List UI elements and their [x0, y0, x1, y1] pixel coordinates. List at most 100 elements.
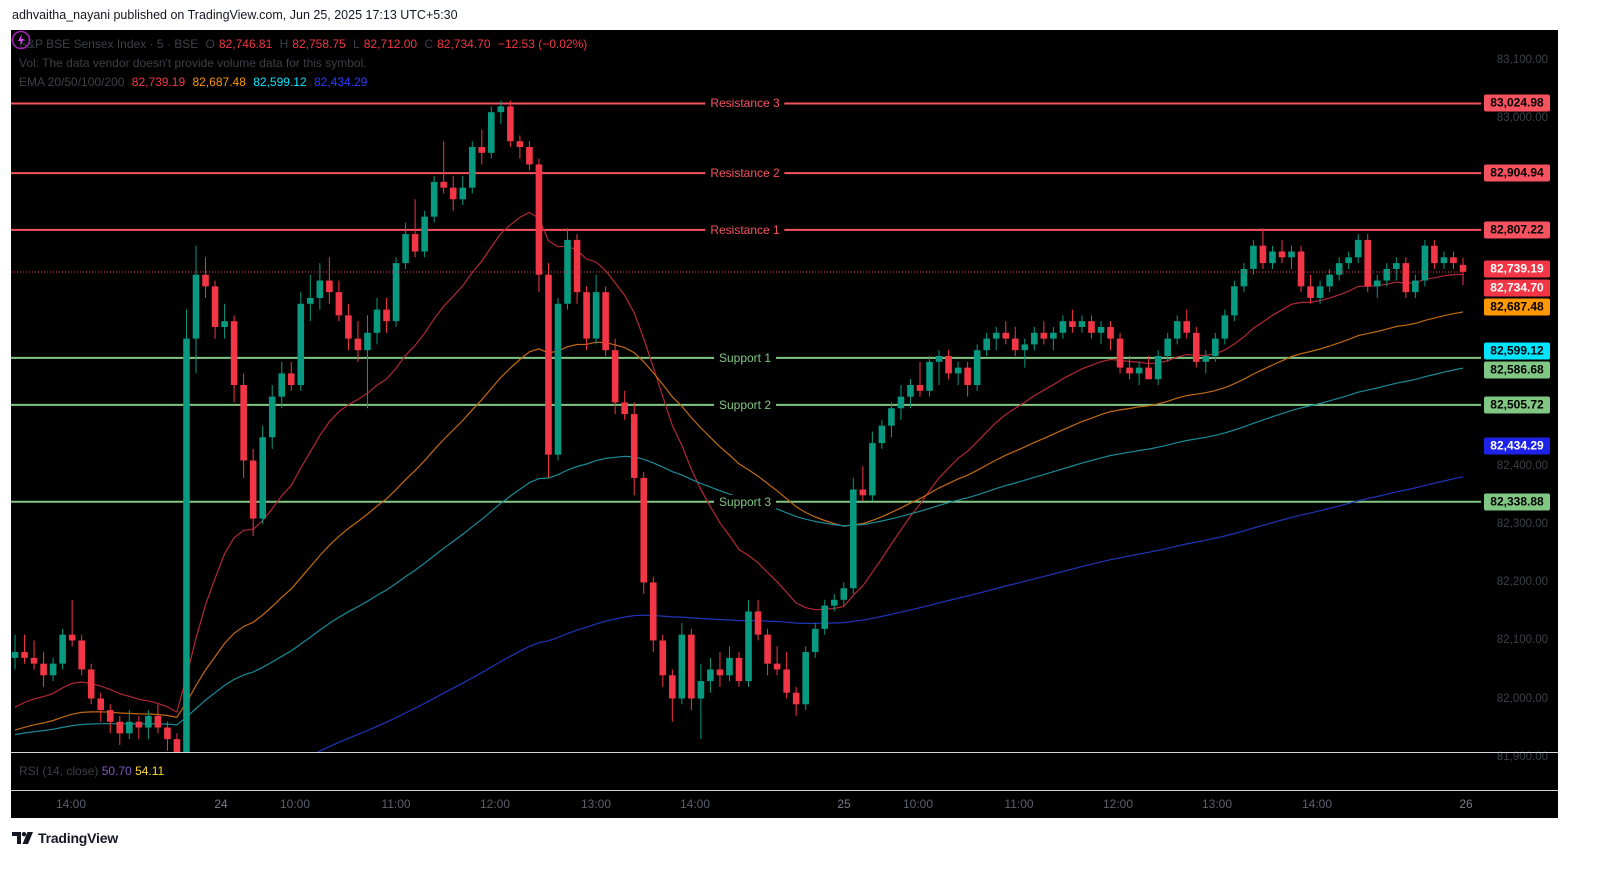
candle[interactable]	[78, 634, 85, 676]
candle[interactable]	[449, 176, 457, 211]
candle[interactable]	[154, 704, 162, 734]
candle[interactable]	[545, 263, 552, 478]
candle[interactable]	[326, 257, 333, 304]
candle[interactable]	[1373, 274, 1381, 298]
candle[interactable]	[21, 634, 28, 664]
candle[interactable]	[164, 721, 171, 751]
candle[interactable]	[202, 257, 209, 298]
candle[interactable]	[583, 286, 590, 351]
candle[interactable]	[1269, 245, 1276, 269]
candle[interactable]	[392, 257, 400, 327]
candle[interactable]	[1116, 332, 1124, 374]
candle[interactable]	[869, 431, 876, 502]
candle[interactable]	[792, 686, 800, 716]
candle[interactable]	[507, 100, 514, 148]
candle[interactable]	[659, 634, 667, 687]
rsi-legend[interactable]: RSI (14, close) 50.70 54.11	[19, 764, 164, 778]
ema-legend[interactable]: EMA 20/50/100/200 82,739.19 82,687.48 82…	[19, 75, 371, 89]
candle[interactable]	[1221, 309, 1229, 345]
candle[interactable]	[602, 286, 609, 357]
candle[interactable]	[830, 594, 838, 612]
candle[interactable]	[1059, 315, 1067, 339]
candle[interactable]	[1383, 263, 1391, 287]
candle[interactable]	[364, 315, 371, 409]
candle[interactable]	[1231, 280, 1238, 322]
candle[interactable]	[468, 141, 476, 194]
price-chart-svg[interactable]	[11, 30, 1558, 752]
candle[interactable]	[535, 158, 543, 293]
candle[interactable]	[840, 582, 848, 606]
candle[interactable]	[688, 628, 695, 711]
candle[interactable]	[716, 652, 724, 687]
candle[interactable]	[1050, 326, 1057, 351]
candle[interactable]	[1335, 257, 1343, 281]
candle[interactable]	[592, 274, 600, 345]
candle[interactable]	[649, 576, 657, 653]
candle[interactable]	[754, 599, 762, 641]
candle[interactable]	[1040, 321, 1048, 345]
tradingview-brand[interactable]: TradingView	[12, 830, 118, 846]
candle[interactable]	[335, 280, 343, 322]
candle[interactable]	[992, 326, 1000, 351]
candle[interactable]	[402, 222, 409, 269]
candle[interactable]	[1164, 332, 1171, 362]
candle[interactable]	[1088, 315, 1095, 339]
candle[interactable]	[1212, 332, 1219, 362]
candle[interactable]	[783, 652, 790, 699]
candle[interactable]	[697, 663, 705, 740]
candle[interactable]	[1345, 251, 1352, 269]
ema200-line[interactable]	[15, 476, 1464, 752]
candle[interactable]	[1393, 257, 1400, 281]
candle[interactable]	[1097, 321, 1105, 345]
candle[interactable]	[497, 100, 505, 124]
candle[interactable]	[897, 385, 905, 420]
ema50-line[interactable]	[14, 311, 1464, 731]
candle[interactable]	[726, 646, 733, 682]
candle[interactable]	[145, 710, 152, 740]
pane-separator[interactable]	[11, 752, 1558, 753]
candle[interactable]	[40, 652, 47, 687]
candle[interactable]	[1011, 326, 1019, 357]
candle[interactable]	[973, 344, 981, 391]
candle[interactable]	[1421, 239, 1429, 287]
ema20-line[interactable]	[14, 211, 1464, 713]
candle[interactable]	[773, 646, 781, 676]
candle[interactable]	[297, 292, 305, 391]
candle[interactable]	[421, 210, 428, 258]
candle[interactable]	[1126, 356, 1133, 380]
candle[interactable]	[1002, 321, 1010, 345]
candle[interactable]	[307, 274, 314, 322]
candle[interactable]	[859, 466, 867, 502]
candle[interactable]	[1031, 326, 1038, 351]
chart-container[interactable]: S&P BSE Sensex Index · 5 · BSE O 82,746.8…	[11, 30, 1558, 818]
candle[interactable]	[1278, 239, 1286, 264]
candle[interactable]	[516, 135, 524, 159]
candle[interactable]	[383, 297, 390, 333]
candle[interactable]	[1402, 257, 1410, 298]
candle[interactable]	[1183, 309, 1191, 339]
candle[interactable]	[354, 321, 362, 362]
candle[interactable]	[173, 733, 181, 752]
candle[interactable]	[888, 402, 895, 438]
candle[interactable]	[916, 361, 924, 397]
candle[interactable]	[573, 234, 581, 304]
candle[interactable]	[249, 448, 257, 536]
candle[interactable]	[221, 303, 228, 339]
candle[interactable]	[526, 141, 533, 171]
candle[interactable]	[259, 425, 266, 525]
symbol-legend[interactable]: S&P BSE Sensex Index · 5 · BSE O 82,746.8…	[19, 37, 591, 51]
candle[interactable]	[1192, 326, 1200, 368]
candle[interactable]	[1307, 274, 1314, 304]
time-axis[interactable]: 14:00 24 10:00 11:00 12:00 13:00 14:00 25 10:00 1…	[11, 790, 1558, 819]
candle[interactable]	[1412, 274, 1419, 298]
candle[interactable]	[878, 419, 886, 449]
candle[interactable]	[345, 303, 352, 351]
rsi-pane[interactable]: RSI (14, close) 50.70 54.11	[11, 753, 1558, 789]
candle[interactable]	[1440, 251, 1448, 269]
candle[interactable]	[745, 599, 752, 687]
candle[interactable]	[1069, 309, 1076, 333]
candle[interactable]	[59, 628, 66, 670]
symbol-name[interactable]: S&P BSE Sensex Index · 5 · BSE	[19, 37, 199, 51]
rsi-label[interactable]: RSI (14, close)	[19, 764, 99, 778]
candle[interactable]	[1021, 338, 1029, 368]
